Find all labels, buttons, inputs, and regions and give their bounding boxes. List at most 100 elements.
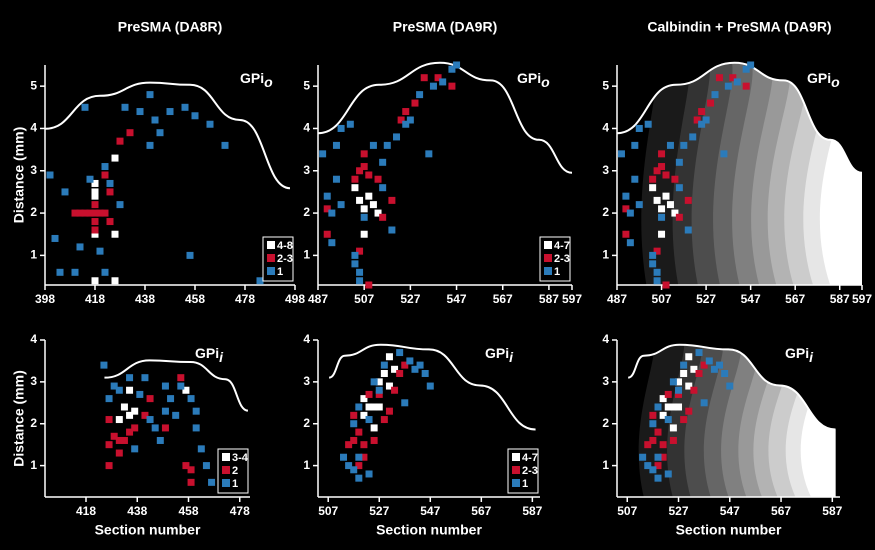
legend-label: 4-7 [522, 452, 538, 464]
x-tick-label: 458 [185, 292, 205, 306]
x-tick-label: 527 [696, 292, 716, 306]
data-square [192, 112, 199, 119]
data-square [371, 378, 378, 385]
data-square [371, 437, 378, 444]
data-square [655, 429, 662, 436]
data-square [670, 378, 677, 385]
data-square [675, 387, 682, 394]
data-square [193, 424, 200, 431]
data-square [721, 370, 728, 377]
data-square [407, 117, 414, 124]
data-square [356, 277, 363, 284]
data-square [152, 117, 159, 124]
x-tick-label: 587 [822, 504, 842, 518]
data-square [147, 395, 154, 402]
data-square [121, 403, 128, 410]
data-square [351, 184, 358, 191]
data-square [381, 370, 388, 377]
data-square [92, 218, 99, 225]
data-square [430, 83, 437, 90]
data-square [351, 260, 358, 267]
data-square [386, 408, 393, 415]
legend-swatch [544, 241, 552, 249]
data-square [427, 383, 434, 390]
data-square [696, 349, 703, 356]
data-square [257, 277, 264, 284]
region-name: GPi [240, 70, 264, 86]
x-tick-label: 418 [76, 504, 96, 518]
boundary-curve [45, 83, 290, 189]
data-square [675, 403, 682, 410]
data-square [703, 117, 710, 124]
data-square [654, 197, 661, 204]
data-square [157, 437, 164, 444]
y-tick-label: 2 [602, 205, 609, 219]
data-square [649, 252, 656, 259]
data-square [376, 403, 383, 410]
data-square [328, 239, 335, 246]
data-square [72, 269, 79, 276]
y-axis-label: Distance (mm) [11, 370, 27, 466]
x-tick-label: 597 [562, 292, 582, 306]
data-square [663, 282, 670, 289]
legend-swatch [267, 267, 275, 275]
data-square [627, 239, 634, 246]
y-tick-label: 4 [30, 121, 37, 135]
x-tick-label: 478 [230, 504, 250, 518]
data-square [162, 424, 169, 431]
data-square [371, 424, 378, 431]
panel-title: Calbindin + PreSMA (DA9R) [647, 19, 831, 35]
legend-swatch [222, 466, 230, 474]
x-axis-label: Section number [95, 522, 201, 538]
legend-label: 1 [554, 266, 560, 278]
data-square [97, 248, 104, 255]
data-square [106, 416, 113, 423]
data-square [338, 201, 345, 208]
data-square [716, 74, 723, 81]
data-square [62, 188, 69, 195]
data-square [324, 231, 331, 238]
data-square [350, 437, 357, 444]
data-square [167, 395, 174, 402]
y-axis-label: Distance (mm) [11, 127, 27, 223]
data-square [136, 391, 143, 398]
data-square [57, 269, 64, 276]
data-square [680, 370, 687, 377]
data-square [416, 91, 423, 98]
data-square [618, 150, 625, 157]
data-square [126, 387, 133, 394]
x-tick-label: 487 [308, 292, 328, 306]
legend-label: 1 [277, 266, 283, 278]
data-square [106, 395, 113, 402]
data-square [396, 349, 403, 356]
data-square [347, 121, 354, 128]
data-square [365, 282, 372, 289]
region-subscript: i [219, 349, 224, 365]
region-name: GPi [807, 70, 831, 86]
x-tick-label: 547 [420, 504, 440, 518]
data-square [92, 277, 99, 284]
y-tick-label: 2 [303, 205, 310, 219]
data-square [379, 214, 386, 221]
x-tick-label: 567 [471, 504, 491, 518]
y-tick-label: 5 [303, 78, 310, 92]
x-tick-label: 567 [493, 292, 513, 306]
y-tick-label: 4 [602, 121, 609, 135]
region-subscript: i [809, 349, 814, 365]
data-square [328, 210, 335, 217]
legend-label: 2 [232, 465, 238, 477]
region-label: GPii [485, 345, 514, 365]
region-name: GPi [195, 345, 219, 361]
data-square [177, 374, 184, 381]
data-square [663, 193, 670, 200]
y-tick-label: 1 [303, 248, 310, 262]
y-tick-label: 4 [602, 332, 609, 346]
data-square [360, 441, 367, 448]
data-square [193, 408, 200, 415]
region-label: GPio [807, 70, 840, 90]
data-square [350, 420, 357, 427]
legend-swatch [222, 479, 230, 487]
x-tick-label: 547 [447, 292, 467, 306]
data-square [386, 353, 393, 360]
data-square [667, 142, 674, 149]
